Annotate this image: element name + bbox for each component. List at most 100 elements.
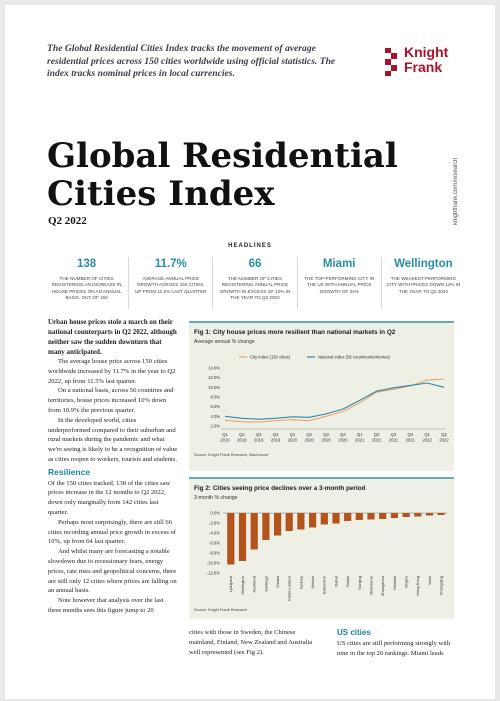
body-paragraph: And whilst many are forecasting a notabl… [48,548,177,595]
fig2-bar [344,513,352,521]
fig2-x-tick: Helsinki [392,576,397,590]
knight-frank-logo: Knight Frank [383,45,473,81]
fig2-y-tick: 0.0% [210,511,220,516]
body-paragraph: On a national basis, across 56 countries… [48,387,174,414]
body-paragraph: Note however that analysis over the last… [48,597,164,614]
section-heading-us-cities: US cities [337,628,371,637]
fig2-x-tick: Sydney [298,576,303,589]
headline-value: 138 [77,258,97,270]
middle-column: cities with those in Sweden, the Chinese… [189,629,313,656]
fig1-y-tick: 14.0% [208,366,220,371]
fig1-x-tick-year: 2020 [321,438,331,443]
fig2-top-rule [189,477,454,479]
fig1-panel: Fig 1: City house prices more resilient … [189,323,454,471]
fig1-x-tick-quarter: Q4 [340,432,346,437]
body-paragraph: The average house price across 150 citie… [48,358,176,385]
fig1-legend-label: City index (150 cities) [250,355,291,360]
fig2-bar [367,513,375,520]
headline-desc: THE NUMBER OF CITIES REGISTERING AN INCR… [51,276,122,301]
headline-item: 66 THE NUMBER OF CITIES REGISTERING ANNU… [212,257,296,309]
logo-line-1: Knight [404,44,449,60]
fig2-bar [297,513,305,530]
fig2-x-tick: Osaka [275,575,280,587]
fig1-y-tick: 4.0% [210,414,220,419]
headline-item: Wellington THE WEAKEST-PERFORMING CITY W… [380,257,465,309]
fig2-x-tick: Zhengzhou [380,576,385,596]
title-line-1: Global Residential [47,136,398,176]
fig2-source: Source: Knight Frank Research [194,608,247,612]
fig2-bar [332,513,340,524]
fig2-bar [355,513,363,520]
fig1-y-tick: 12.0% [208,375,220,380]
fig2-x-tick: Wuxi [427,576,432,585]
fig1-x-tick-year: 2019 [237,438,247,443]
fig2-x-tick: Xingbo [404,575,409,588]
fig1-x-tick-year: 2021 [372,438,382,443]
headline-desc: AVERAGE ANNUAL PRICE GROWTH ACROSS 150 C… [135,276,207,294]
body-paragraph: Of the 150 cities tracked, 138 of the ci… [48,479,171,516]
fig2-x-tick: Santiago [263,575,268,592]
fig1-x-tick-quarter: Q3 [391,432,397,437]
fig1-x-tick-quarter: Q1 [290,432,296,437]
logo-mark-icon [385,48,397,76]
fig1-x-tick-quarter: Q2 [239,432,245,437]
fig2-x-tick: Wuhan [310,576,315,589]
fig2-x-tick: Kuala Lumpur [287,575,292,601]
fig1-x-tick-quarter: Q4 [408,432,414,437]
website-url[interactable]: knightfrank.com/research [453,157,459,225]
fig2-x-tick: Melbourne [369,575,374,595]
fig2-x-tick: Hong Kong [415,576,420,596]
body-paragraph: US cities are still performing strongly … [337,639,451,657]
section-heading-resilience: Resilience [48,466,91,477]
fig1-x-tick-quarter: Q1 [424,432,430,437]
fig1-x-tick-year: 2022 [439,438,449,443]
fig2-panel: Fig 2: Cities seeing price declines over… [189,479,454,619]
headline-value: 66 [248,258,262,270]
headline-value: 11.7% [154,258,187,270]
headline-value: Wellington [394,258,453,270]
fig1-x-tick-year: 2021 [355,438,365,443]
fig2-bar [402,513,410,517]
fig1-x-tick-quarter: Q3 [256,432,262,437]
fig2-y-tick: -10.0% [207,561,221,566]
fig2-y-tick: -8.0% [209,551,220,556]
fig1-series-city-line [224,378,445,423]
lead-paragraph: Urban house prices stole a march on thei… [48,318,177,356]
fig1-y-tick: 2.0% [210,424,220,429]
fig2-x-tick: Nanjing [357,576,362,590]
fig2-bar [250,513,258,550]
headline-desc: THE WEAKEST-PERFORMING CITY WITH PRICES … [386,276,461,294]
fig1-line-chart: City index (150 cities) National index (5… [208,355,449,443]
headlines-heading: HEADLINES [228,243,272,249]
fig1-x-tick-year: 2019 [271,438,281,443]
page-title: Global Residential Cities Index [47,137,427,213]
left-column: Urban house prices stole a march on thei… [48,317,178,616]
fig2-bar [437,513,445,515]
fig2-bar [425,513,434,516]
fig2-y-tick: -2.0% [209,521,220,526]
intro-text: The Global Residential Cities Index trac… [47,43,336,80]
headline-desc: THE TOP-PERFORMING CITY IN THE US WITH A… [304,276,375,294]
fig2-bar [320,513,328,525]
fig2-bar [262,513,270,540]
fig2-y-tick: -6.0% [209,541,220,546]
fig2-bar [379,513,387,519]
fig2-bar [414,513,422,517]
fig2-x-tick: Edmonton [322,576,327,594]
fig2-bar [274,513,282,536]
fig1-source: Source: Knight Frank Research, Macrobond [194,453,269,457]
fig2-title: Fig 2: Cities seeing price declines over… [194,485,366,492]
body-paragraph: In the developed world, cities underperf… [48,416,178,463]
fig2-bar [238,513,247,561]
fig2-x-tick: Tianjin [345,576,350,588]
fig1-x-tick-year: 2022 [422,438,432,443]
report-period: Q2 2022 [48,215,87,227]
fig1-x-tick-quarter: Q4 [273,432,279,437]
report-page: The Global Residential Cities Index trac… [5,5,495,699]
fig1-x-tick-year: 2020 [288,438,298,443]
fig2-bar [309,513,317,528]
fig1-x-tick-quarter: Q3 [323,432,329,437]
fig1-subtitle: Average annual % change [194,339,255,345]
fig2-bar [390,513,398,518]
fig1-legend-label: National index (56 countries/territories… [318,355,391,360]
